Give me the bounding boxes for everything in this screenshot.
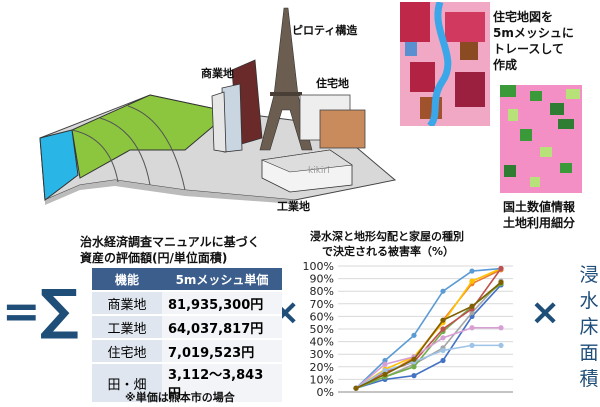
y-tick-label: 70% [310, 298, 334, 311]
table-cell: 81,935,300円 [162, 291, 282, 315]
data-point [440, 326, 446, 332]
data-point [469, 278, 475, 284]
table-cell: 商業地 [92, 291, 162, 315]
chart-title-1: 浸水深と地形勾配と家屋の種別 [310, 230, 464, 243]
data-point [440, 335, 446, 341]
slope-band [127, 105, 186, 191]
series-line [355, 326, 501, 389]
residential-label: 住宅地 [316, 77, 349, 90]
residential-building [319, 109, 366, 149]
sigma-sign: ∑ [40, 278, 79, 341]
table-row: 商業地 81,935,300円 [92, 291, 282, 315]
data-point [498, 279, 504, 285]
map-caption-1: 住宅地図を [493, 10, 554, 24]
data-point [440, 317, 446, 323]
valuation-table: 機能 5mメッシュ単価 商業地 81,935,300円 工業地 64,037,8… [92, 268, 282, 404]
industrial-building [260, 149, 353, 173]
y-tick-label: 50% [310, 323, 334, 336]
commercial-label: 商業地 [201, 67, 234, 80]
table-note: ※単価は熊本市の場合 [125, 391, 235, 404]
y-tick-label: 0% [317, 386, 334, 399]
piloti-label: ピロティ構造 [292, 24, 358, 37]
series-line [355, 281, 502, 389]
data-point [498, 342, 504, 348]
data-point [440, 357, 446, 364]
series-line [355, 344, 501, 389]
landuse-caption-2: 土地利用細分 [503, 216, 576, 230]
table-header: 5mメッシュ単価 [162, 268, 282, 291]
commercial-building [211, 91, 227, 153]
table-title-2: 資産の評価額(円/単位面積) [80, 251, 228, 265]
y-tick-label: 90% [310, 273, 334, 286]
slope-band [71, 129, 119, 183]
landscape-illustration [39, 7, 397, 205]
table-title-1: 治水経済調査マニュアルに基づく [80, 235, 260, 249]
tower-deck [270, 92, 302, 96]
data-point [411, 332, 417, 338]
series-line [355, 280, 502, 389]
tower [259, 7, 313, 151]
industrial-label: 工業地 [277, 200, 310, 213]
data-point [469, 268, 475, 274]
data-point [440, 347, 446, 354]
data-point [498, 265, 504, 272]
map-caption-4: 作成 [493, 58, 518, 72]
data-point [382, 357, 388, 364]
data-point [411, 373, 417, 379]
y-tick-label: 60% [310, 310, 334, 323]
y-tick-label: 80% [310, 285, 334, 298]
data-point [469, 303, 475, 309]
vertical-char: 面 [579, 342, 599, 364]
data-point [469, 325, 475, 331]
table-cell: 64,037,817円 [162, 315, 282, 339]
table-cell: 田・畑 [92, 363, 162, 403]
data-point [382, 361, 388, 367]
y-tick-label: 30% [310, 348, 334, 361]
landuse-caption-1: 国土数値情報 [503, 200, 576, 214]
series-line [355, 267, 502, 389]
table-row: 田・畑 3,112〜3,843円 [92, 363, 282, 403]
vertical-char: 浸 [579, 264, 599, 286]
y-tick-label: 20% [310, 361, 334, 374]
terrain-slope-green [71, 94, 232, 179]
data-point [498, 325, 504, 331]
table-cell: 7,019,523円 [162, 339, 282, 363]
y-tick-label: 40% [310, 336, 334, 349]
vertical-char: 積 [579, 368, 599, 390]
slope-band [99, 117, 151, 186]
data-point [469, 310, 475, 316]
map-caption-2: 5mメッシュに [493, 26, 574, 40]
water-body [39, 129, 79, 201]
watermark: kikiri [308, 166, 330, 176]
data-point [411, 364, 417, 370]
table-cell: 3,112〜3,843円 [162, 363, 282, 403]
table-row: 住宅地 7,019,523円 [92, 339, 282, 363]
table-row: 工業地 64,037,817円 [92, 315, 282, 339]
y-tick-label: 10% [310, 373, 334, 386]
data-point [411, 356, 417, 362]
map-caption-3: トレースして [493, 42, 565, 56]
terrain-front [45, 180, 295, 205]
y-tick-label: 100% [303, 260, 334, 273]
chart-title-2: で決定される被害率（%） [322, 245, 455, 258]
data-point [353, 385, 359, 391]
data-point [382, 367, 388, 374]
housing-map [400, 2, 490, 126]
table-cell: 住宅地 [92, 339, 162, 363]
vertical-char: 水 [579, 290, 599, 312]
equals-sign: = [2, 284, 41, 338]
table-cell: 工業地 [92, 315, 162, 339]
damage-rate-chart: 0%10%20%30%40%50%60%70%80%90%100% [303, 260, 513, 399]
times-sign-2: × [530, 292, 561, 333]
series-line [355, 284, 502, 389]
data-point [382, 371, 388, 377]
data-point [440, 288, 446, 294]
flood-floor-area-label: 浸 水 床 面 積 [574, 262, 600, 392]
vertical-char: 床 [579, 316, 599, 338]
landuse-map [500, 85, 582, 193]
table-header: 機能 [92, 268, 162, 291]
data-point [469, 342, 475, 348]
